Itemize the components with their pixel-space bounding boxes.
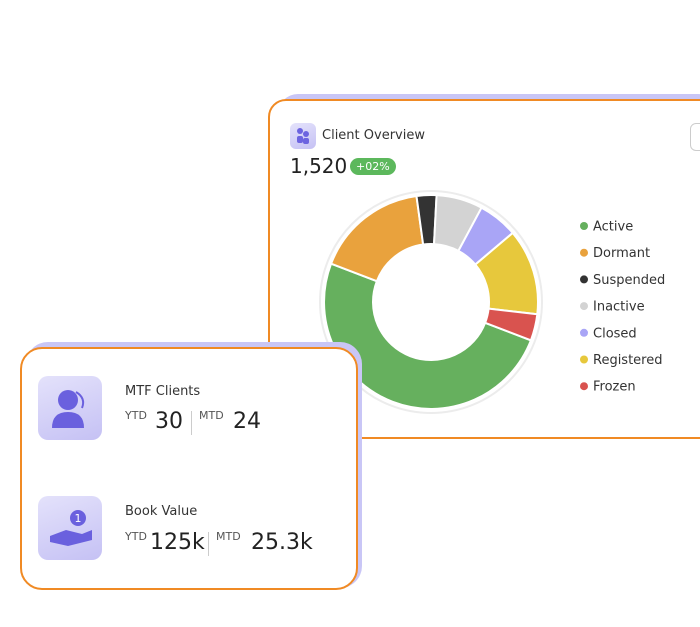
donut-chart: Active Dormant Suspended Inactive Closed Regi… [319,190,665,414]
book-glyph: 1 [50,510,92,546]
legend-dot [580,302,588,311]
donut-track [319,190,543,414]
legend-label: Suspended [593,273,665,288]
legend-label: Closed [593,326,637,341]
donut-slice [329,194,425,283]
legend-label: Active [593,220,633,235]
legend-dot [580,355,588,364]
legend-dot [580,382,588,391]
ytd-value: 125k [150,530,205,555]
legend-dot [580,248,588,257]
legend-dot [580,222,588,230]
legend-label: Dormant [593,246,650,261]
svg-text:1: 1 [75,512,82,525]
total: 1,520 [290,154,348,178]
mtf-icon [38,376,102,440]
metrics-card: MTF Clients YTD 30 MTD 24 1 Book Value Y… [20,347,358,590]
mtd-label: MTD [216,530,241,543]
legend-label: Registered [593,353,663,368]
book-title: Book Value [125,504,198,519]
mtf-glyph [52,390,85,428]
legend-dot [580,328,588,337]
client-icon [290,123,316,149]
client-overview-card: Client Overview 1,520 +02% Active Dormant… [268,99,700,439]
client-glyph [297,128,309,144]
separator [191,411,192,435]
donut-slice [323,262,533,410]
ytd-label: YTD [125,530,147,543]
mtd-label: MTD [199,409,224,422]
card-title: Client Overview [322,128,425,143]
ytd-value: 30 [155,409,183,434]
legend-dot [580,275,588,284]
mtd-value: 25.3k [251,530,313,555]
mtd-value: 24 [233,409,261,434]
book-icon: 1 [38,496,102,560]
mtf-title: MTF Clients [125,384,201,399]
donut-slice [483,307,539,342]
legend-label: Inactive [593,300,645,315]
separator [208,532,209,556]
menu-button[interactable] [690,123,700,151]
legend-label: Frozen [593,380,636,395]
ytd-label: YTD [125,409,147,422]
change-badge: +02% [350,158,396,175]
